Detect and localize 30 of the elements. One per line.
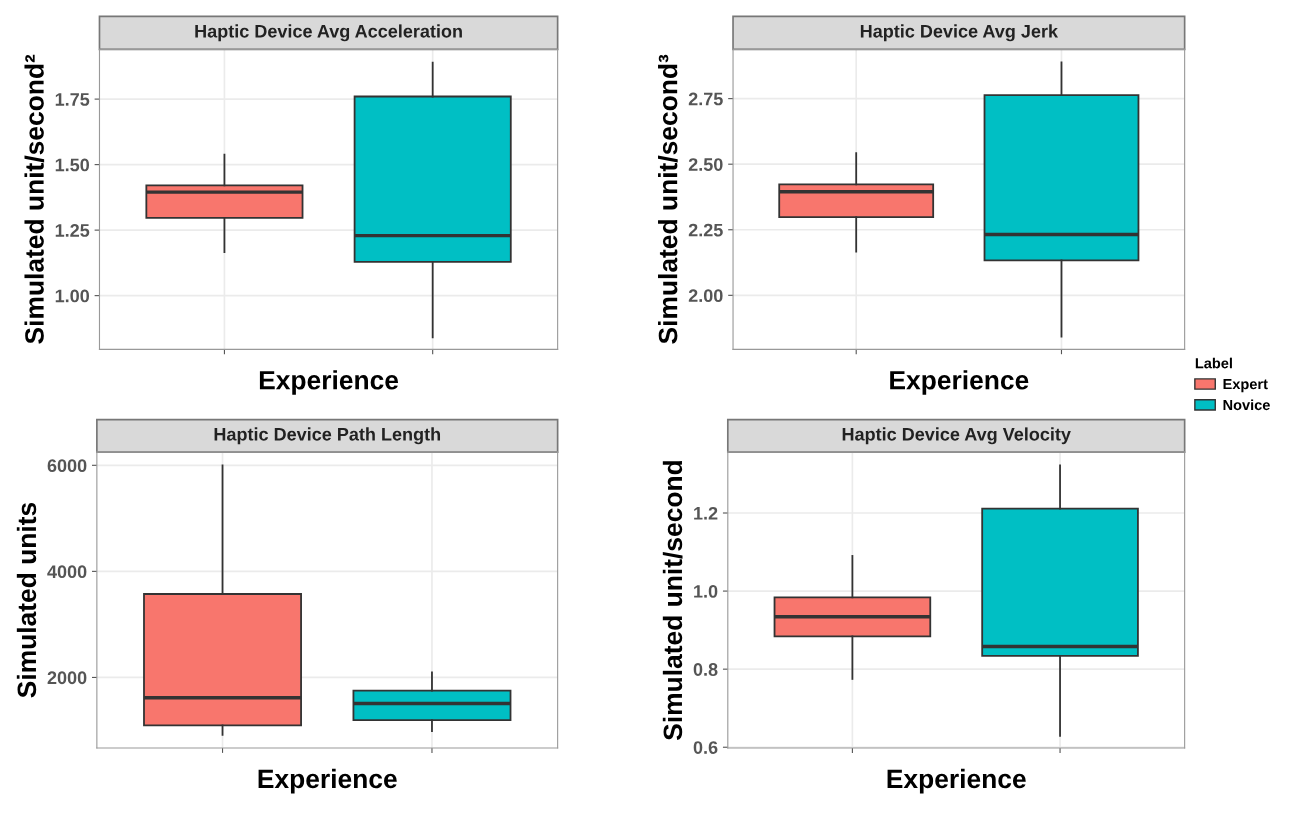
y-tick-label: 2.00: [688, 289, 723, 303]
chart-title: Haptic Device Path Length: [214, 427, 441, 445]
y-tick-label: 2.50: [688, 158, 723, 171]
x-axis-title: Experience: [887, 768, 1026, 794]
chart-title: Haptic Device Avg Velocity: [842, 427, 1071, 445]
y-tick-label: 1.2: [694, 506, 718, 520]
x-axis-title: Experience: [890, 370, 1029, 395]
y-axis-title: Simulated unit/second: [662, 461, 683, 741]
y-axis-title: Simulated units: [16, 502, 37, 698]
y-tick-label: 4000: [47, 565, 87, 579]
y-tick-label: 1.25: [55, 224, 90, 237]
y-tick-label: 0.8: [693, 663, 718, 676]
legend-label: Novice: [1223, 399, 1270, 411]
y-tick-label: 1.50: [55, 158, 90, 172]
y-tick-label: 1.75: [55, 93, 90, 106]
chart-title: Haptic Device Avg Jerk: [860, 24, 1059, 42]
y-tick-label: 6000: [47, 459, 87, 473]
y-axis-title: Simulated unit/second²: [24, 54, 45, 344]
legend-title: Label: [1195, 357, 1232, 369]
y-tick-label: 1.00: [55, 289, 90, 303]
x-axis-title: Experience: [258, 768, 397, 794]
y-tick-label: 2.25: [688, 223, 723, 237]
legend-label: Expert: [1223, 379, 1268, 393]
y-tick-label: 1.0: [694, 585, 718, 598]
y-tick-label: 2.75: [688, 92, 723, 106]
x-axis-title: Experience: [259, 370, 399, 395]
y-tick-label: 0.6: [693, 741, 718, 754]
y-axis-title: Simulated unit/second³: [658, 54, 678, 344]
chart-title: Haptic Device Avg Acceleration: [195, 24, 462, 42]
y-tick-label: 2000: [47, 671, 87, 685]
